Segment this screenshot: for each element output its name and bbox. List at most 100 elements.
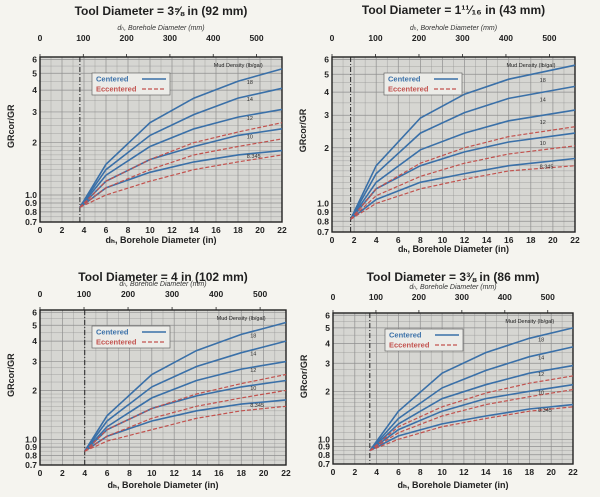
y-tick-label: 2 [324, 143, 329, 153]
x-tick-label: 22 [570, 235, 580, 245]
x-axis-label: dₕ, Borehole Diameter (in) [398, 244, 509, 254]
centered-curve-3 [349, 109, 576, 220]
x-tick-label: 0 [38, 468, 43, 478]
top-tick-label: 100 [369, 292, 383, 302]
x-tick-label: 0 [38, 225, 43, 235]
x-tick-label: 20 [255, 225, 265, 235]
y-tick-label: 0.8 [317, 216, 329, 226]
y-axis-label: GRcor/GR [6, 353, 16, 397]
centered-curve-2 [79, 87, 283, 208]
y-tick-label: 0.9 [317, 207, 329, 217]
eccentered-curve-3 [350, 165, 576, 220]
eccentered-curve-2 [369, 389, 574, 452]
top-axis-label: dₕ, Borehole Diameter (mm) [117, 25, 204, 32]
x-tick-label: 10 [438, 235, 448, 245]
curve-label: 12 [247, 116, 253, 122]
chart-title: Tool Diameter = 1¹¹⁄₁₆ in (43 mm) [362, 3, 545, 17]
y-tick-label: 1.0 [318, 434, 330, 444]
y-tick-label: 0.8 [318, 450, 330, 460]
top-tick-label: 500 [253, 289, 267, 299]
x-tick-label: 16 [214, 468, 224, 478]
y-tick-label: 0.8 [25, 451, 37, 461]
eccentered-curve-1 [84, 373, 287, 452]
top-tick-label: 300 [163, 33, 177, 43]
legend-eccentered-label: Eccentered [388, 85, 429, 94]
x-tick-label: 12 [460, 235, 470, 245]
top-tick-label: 100 [77, 289, 91, 299]
chart-panel-3: 18 14 12 10 8.345 Mud Density (lb/gal) Centere… [6, 270, 291, 490]
plot-frame [331, 56, 576, 233]
y-tick-label: 0.7 [317, 227, 329, 237]
curve-label: 14 [538, 356, 544, 362]
x-tick-label: 14 [192, 468, 202, 478]
curve-label: 10 [250, 386, 256, 392]
curve-label: 8.345 [250, 403, 264, 409]
y-tick-label: 3 [325, 358, 330, 368]
x-tick-label: 16 [211, 225, 221, 235]
curve-label: 18 [540, 78, 546, 84]
x-tick-label: 8 [127, 468, 132, 478]
plot-frame [39, 56, 283, 223]
eccentered-curve-1 [79, 122, 283, 208]
y-tick-label: 6 [32, 307, 37, 317]
eccentered-curve-1 [350, 126, 576, 220]
y-axis-label: GRcor/GR [299, 354, 309, 398]
x-tick-label: 22 [277, 225, 287, 235]
top-tick-label: 300 [455, 292, 469, 302]
centered-curve-4 [369, 383, 574, 452]
x-axis-label: dₕ, Borehole Diameter (in) [397, 480, 508, 490]
x-tick-label: 2 [60, 468, 65, 478]
y-tick-label: 6 [324, 55, 329, 65]
curve-label: 18 [250, 333, 256, 339]
y-tick-label: 6 [32, 54, 37, 64]
y-tick-label: 0.9 [25, 198, 37, 208]
centered-curve-1 [369, 327, 574, 452]
legend-centered-label: Centered [96, 328, 129, 337]
top-tick-label: 400 [209, 289, 223, 299]
y-axis-label: GRcor/GR [6, 104, 16, 148]
x-tick-label: 14 [481, 467, 491, 477]
x-tick-label: 2 [352, 235, 357, 245]
y-tick-label: 0.9 [25, 442, 37, 452]
top-tick-label: 300 [165, 289, 179, 299]
x-tick-label: 6 [396, 235, 401, 245]
eccentered-curve-3 [79, 154, 283, 208]
top-tick-label: 300 [455, 33, 469, 43]
chart-title: Tool Diameter = 4 in (102 mm) [78, 270, 248, 284]
top-axis-label: dₕ, Borehole Diameter (mm) [119, 281, 206, 288]
top-tick-label: 200 [120, 33, 134, 43]
chart-panel-1: 18 14 12 10 8.345 Mud Density (lb/gal) Centere… [6, 4, 287, 245]
top-tick-label: 400 [206, 33, 220, 43]
y-tick-label: 0.9 [318, 442, 330, 452]
legend-centered-label: Centered [389, 331, 422, 340]
centered-curve-5 [84, 399, 287, 452]
x-tick-label: 6 [104, 225, 109, 235]
chart-title: Tool Diameter = 3⅝ in (92 mm) [75, 4, 248, 18]
curve-label: 8.345 [247, 154, 261, 160]
curve-label: 10 [540, 141, 546, 147]
y-tick-label: 0.8 [25, 207, 37, 217]
y-tick-label: 5 [32, 68, 37, 78]
eccentered-curve-3 [84, 405, 287, 452]
x-tick-label: 8 [418, 467, 423, 477]
y-tick-label: 5 [32, 320, 37, 330]
top-tick-label: 200 [121, 289, 135, 299]
top-axis-label: dₕ, Borehole Diameter (mm) [410, 25, 497, 32]
curve-label: 14 [247, 97, 253, 103]
top-tick-label: 0 [330, 33, 335, 43]
curve-label: 14 [540, 97, 546, 103]
y-tick-label: 4 [324, 87, 329, 97]
x-tick-label: 14 [482, 235, 492, 245]
x-tick-label: 10 [145, 225, 155, 235]
x-tick-label: 2 [352, 467, 357, 477]
curve-label: 12 [540, 120, 546, 126]
x-tick-label: 22 [568, 467, 578, 477]
y-tick-label: 4 [32, 336, 37, 346]
centered-curve-3 [369, 364, 574, 452]
y-tick-label: 0.7 [318, 459, 330, 469]
x-tick-label: 4 [374, 467, 379, 477]
x-tick-label: 18 [526, 235, 536, 245]
x-axis-label: dₕ, Borehole Diameter (in) [105, 235, 216, 245]
top-tick-label: 0 [38, 289, 43, 299]
